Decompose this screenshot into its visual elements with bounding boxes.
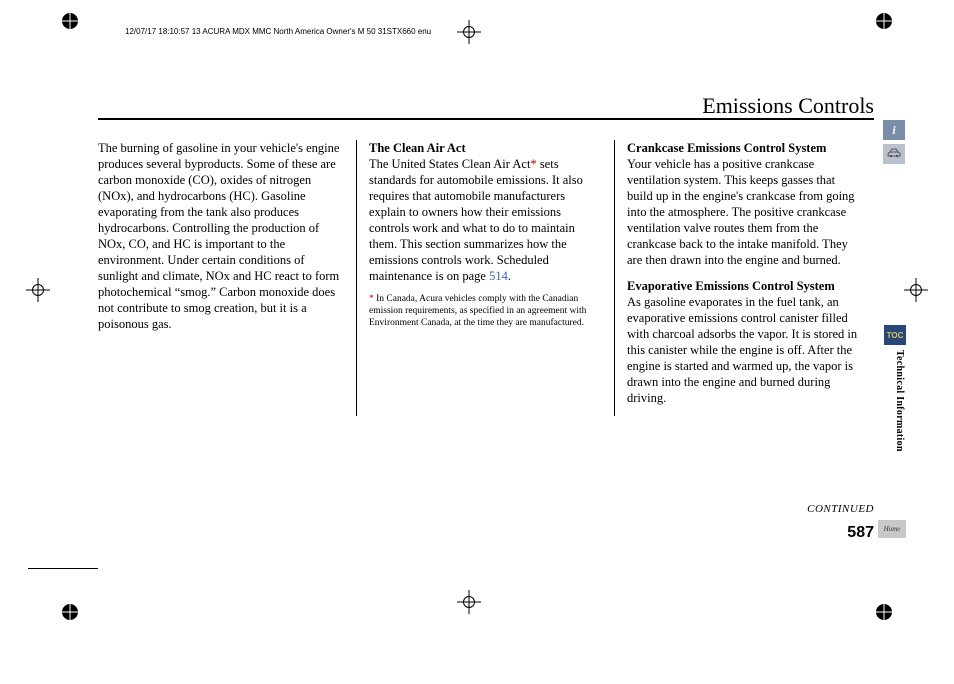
target-top-right — [874, 11, 894, 31]
page-number: 587 — [847, 524, 874, 542]
side-tabs: i — [882, 120, 906, 168]
evaporative-text: As gasoline evaporates in the fuel tank,… — [627, 295, 857, 405]
page-title: Emissions Controls — [702, 93, 874, 119]
registration-mark-left — [26, 278, 50, 302]
footnote-text: In Canada, Acura vehicles comply with th… — [369, 294, 586, 328]
target-bottom-right — [874, 602, 894, 622]
home-tab[interactable]: Home — [878, 520, 906, 538]
car-tab[interactable] — [883, 144, 905, 164]
body-columns: The burning of gasoline in your vehicle'… — [98, 140, 874, 416]
print-meta-line: 12/07/17 18:10:57 13 ACURA MDX MMC North… — [125, 27, 431, 36]
page-ref-link[interactable]: 514 — [489, 269, 508, 283]
evaporative-paragraph: Evaporative Emissions Control System As … — [627, 278, 860, 406]
toc-tab[interactable]: TOC — [884, 325, 906, 345]
crankcase-text: Your vehicle has a positive crankcase ve… — [627, 157, 855, 267]
title-rule — [98, 118, 874, 120]
car-icon — [886, 148, 902, 160]
evaporative-heading: Evaporative Emissions Control System — [627, 279, 835, 293]
info-tab[interactable]: i — [883, 120, 905, 140]
info-icon: i — [892, 123, 895, 138]
column-3: Crankcase Emissions Control System Your … — [614, 140, 872, 416]
registration-mark-bottom — [457, 590, 481, 614]
intro-paragraph: The burning of gasoline in your vehicle'… — [98, 140, 344, 332]
column-1: The burning of gasoline in your vehicle'… — [98, 140, 356, 416]
column-2: The Clean Air Act The United States Clea… — [356, 140, 614, 416]
crankcase-heading: Crankcase Emissions Control System — [627, 141, 826, 155]
section-side-label: Technical Information — [894, 350, 905, 452]
crankcase-paragraph: Crankcase Emissions Control System Your … — [627, 140, 860, 268]
continued-label: CONTINUED — [807, 503, 874, 515]
clean-air-act-paragraph: The Clean Air Act The United States Clea… — [369, 140, 602, 284]
clean-air-text-b: sets standards for automobile emissions.… — [369, 157, 583, 283]
crop-line-bl — [28, 568, 98, 569]
target-top-left — [60, 11, 80, 31]
clean-air-text-a: The United States Clean Air Act — [369, 157, 530, 171]
registration-mark-right — [904, 278, 928, 302]
canada-footnote: * In Canada, Acura vehicles comply with … — [369, 294, 602, 330]
registration-mark-top — [457, 20, 481, 44]
clean-air-text-c: . — [508, 269, 511, 283]
clean-air-act-heading: The Clean Air Act — [369, 141, 466, 155]
target-bottom-left — [60, 602, 80, 622]
